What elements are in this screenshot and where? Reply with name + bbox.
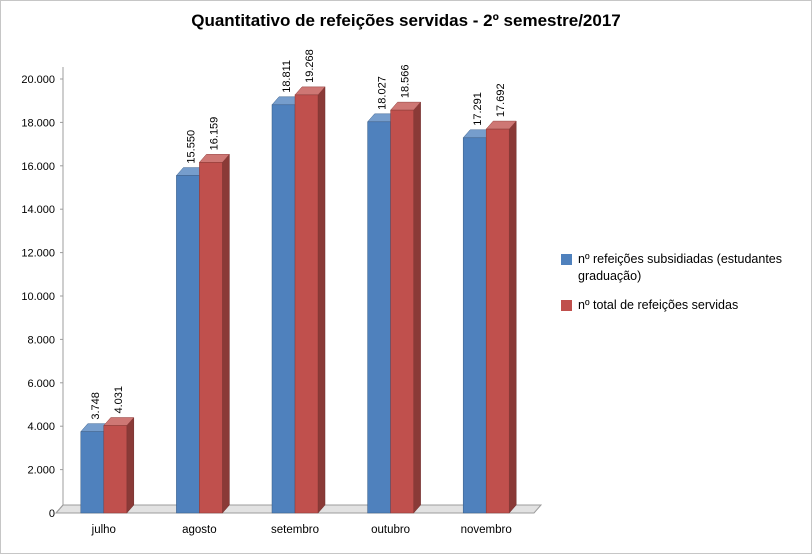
bar-value-label-1-julho: 4.031: [113, 386, 125, 414]
bar-0-outubro: [367, 121, 391, 514]
y-axis-label: 2.000: [27, 465, 55, 477]
category-label-setembro: setembro: [271, 524, 319, 536]
legend-swatch-red-icon: [561, 300, 572, 311]
bar-0-setembro: [271, 104, 296, 514]
bar-0-agosto: [176, 175, 200, 514]
bar-value-label-0-agosto: 15.550: [185, 130, 197, 164]
category-label-outubro: outubro: [371, 524, 410, 536]
y-axis-label: 14.000: [21, 204, 55, 216]
bar-value-label-0-novembro: 17.291: [472, 92, 484, 126]
legend-item-total: nº total de refeições servidas: [561, 297, 807, 314]
bar-1-outubro: [390, 109, 414, 514]
y-axis-corner: [55, 504, 64, 514]
y-axis-label: 20.000: [21, 74, 55, 86]
category-label-novembro: novembro: [461, 524, 512, 536]
y-axis-label: 18.000: [21, 117, 55, 129]
y-axis-label: 12.000: [21, 248, 55, 260]
bar-side-face-1-novembro: [508, 120, 517, 514]
y-axis-label: 0: [49, 508, 55, 520]
legend-swatch-blue-icon: [561, 254, 572, 265]
bar-side-face-1-julho: [126, 416, 135, 514]
y-axis-label: 16.000: [21, 161, 55, 173]
bar-side-face-1-outubro: [413, 101, 421, 514]
chart-title: Quantitativo de refeições servidas - 2º …: [191, 11, 621, 30]
bar-value-label-1-novembro: 17.692: [495, 83, 507, 117]
y-axis-label: 6.000: [27, 378, 55, 390]
bar-value-label-1-agosto: 16.159: [208, 117, 220, 151]
bar-1-setembro: [294, 94, 319, 514]
bar-side-face-1-agosto: [222, 153, 230, 514]
bar-value-label-0-outubro: 18.027: [377, 76, 389, 110]
bar-0-julho: [80, 431, 105, 514]
bar-value-label-1-outubro: 18.566: [400, 64, 412, 98]
y-axis-label: 8.000: [27, 334, 55, 346]
bar-1-novembro: [485, 128, 510, 514]
y-axis-label: 10.000: [21, 291, 55, 303]
bar-0-novembro: [462, 137, 487, 514]
category-label-julho: julho: [91, 524, 116, 536]
bar-1-agosto: [199, 162, 223, 514]
bar-1-julho: [103, 425, 128, 514]
bar-side-face-1-setembro: [317, 86, 326, 514]
legend-label-subsidized: nº refeições subsidiadas (estudantes gra…: [578, 252, 782, 283]
bar-value-label-0-julho: 3.748: [90, 392, 102, 420]
y-axis-label: 4.000: [27, 421, 55, 433]
legend: nº refeições subsidiadas (estudantes gra…: [561, 251, 807, 327]
legend-item-subsidized: nº refeições subsidiadas (estudantes gra…: [561, 251, 807, 284]
category-label-agosto: agosto: [182, 524, 217, 536]
bar-value-label-1-setembro: 19.268: [304, 49, 316, 83]
bar-value-label-0-setembro: 18.811: [281, 60, 293, 93]
legend-label-total: nº total de refeições servidas: [578, 298, 739, 312]
